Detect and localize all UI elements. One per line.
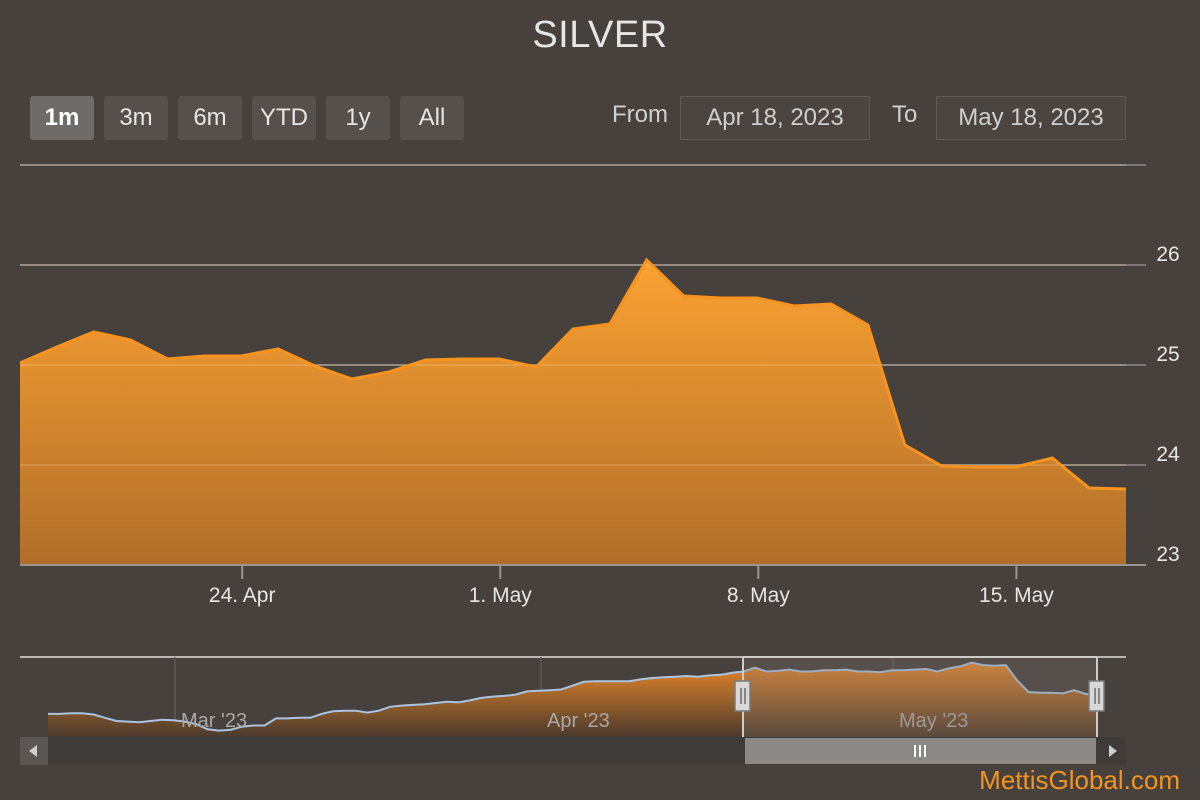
range-button-1m[interactable]: 1m xyxy=(30,96,94,140)
scroll-right-arrow-icon xyxy=(1109,745,1117,757)
navigator-left-handle[interactable] xyxy=(734,680,751,712)
range-button-6m[interactable]: 6m xyxy=(178,96,242,140)
scrollbar-track[interactable] xyxy=(20,737,1126,765)
y-tick-label: 25 xyxy=(1156,343,1179,366)
from-date-input[interactable]: Apr 18, 2023 xyxy=(680,96,870,140)
y-tick-label: 26 xyxy=(1156,243,1179,266)
y-tick-label: 24 xyxy=(1156,443,1180,466)
scrollbar-left-button[interactable] xyxy=(20,737,48,765)
price-line xyxy=(19,257,1127,491)
brand-watermark[interactable]: MettisGlobal.com xyxy=(979,765,1180,795)
range-button-1y[interactable]: 1y xyxy=(326,96,390,140)
x-tick-label: 1. May xyxy=(469,584,533,607)
chart-title: SILVER xyxy=(532,14,668,56)
scrollbar-thumb[interactable] xyxy=(745,738,1096,764)
price-area-fill xyxy=(20,260,1126,565)
navigator-tick-label: Apr '23 xyxy=(547,710,610,732)
from-label: From xyxy=(612,101,668,128)
range-button-3m[interactable]: 3m xyxy=(104,96,168,140)
navigator-area-fill xyxy=(48,662,1097,737)
scrollbar-grip-icon xyxy=(914,745,926,757)
range-button-all[interactable]: All xyxy=(400,96,464,140)
scroll-left-arrow-icon xyxy=(29,745,37,757)
navigator-tick-label: Mar '23 xyxy=(181,710,247,732)
scrollbar-right-button[interactable] xyxy=(1098,737,1126,765)
to-label: To xyxy=(892,101,918,128)
x-tick-label: 8. May xyxy=(727,584,791,607)
x-tick-label: 15. May xyxy=(979,584,1054,607)
navigator-selected-window[interactable] xyxy=(743,657,1097,737)
y-tick-label: 23 xyxy=(1156,543,1179,566)
x-tick-label: 24. Apr xyxy=(209,584,276,607)
navigator-tick-label: May '23 xyxy=(899,710,968,732)
to-date-input[interactable]: May 18, 2023 xyxy=(936,96,1126,140)
navigator-line xyxy=(48,661,1098,732)
navigator-right-handle[interactable] xyxy=(1088,680,1105,712)
range-button-ytd[interactable]: YTD xyxy=(252,96,316,140)
